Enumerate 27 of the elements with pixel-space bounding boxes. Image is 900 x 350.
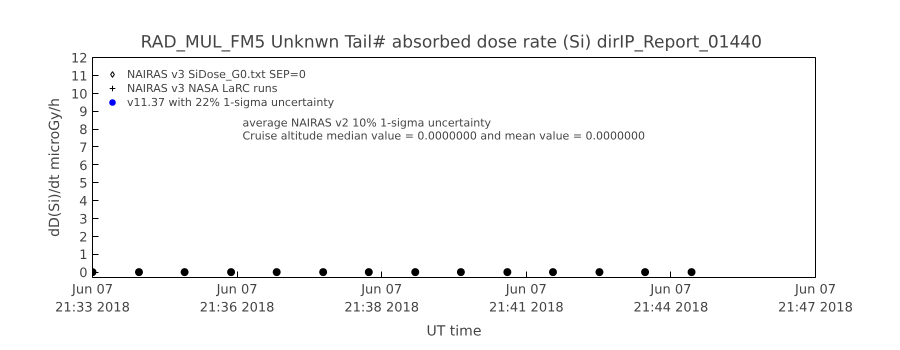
x-tick-label: Jun 07 21:44 2018 bbox=[634, 282, 708, 316]
x-axis-title: UT time bbox=[426, 324, 482, 340]
y-tick-label: 9 bbox=[79, 105, 88, 120]
y-tick-label: 5 bbox=[79, 176, 88, 192]
y-tick-label: 10 bbox=[70, 87, 88, 102]
annotation: Cruise altitude median value = 0.0000000 and mean value = 0.0000000 bbox=[242, 130, 646, 142]
y-tick-label: 2 bbox=[79, 230, 88, 246]
legend-label: NAIRAS v3 NASA LaRC runs bbox=[127, 81, 278, 95]
legend-label: v11.37 with 22% 1-sigma uncertainty bbox=[127, 95, 334, 109]
y-tick-label: 0 bbox=[79, 266, 88, 282]
y-tick-label: 1 bbox=[79, 248, 88, 264]
annotation: average NAIRAS v2 10% 1-sigma uncertainty bbox=[242, 116, 492, 130]
y-tick-label: 8 bbox=[79, 123, 88, 138]
y-tick-label: 12 bbox=[70, 52, 88, 66]
legend-label: NAIRAS v3 SiDose_G0.txt SEP=0 bbox=[127, 67, 306, 81]
y-tick-label: 11 bbox=[70, 69, 88, 84]
x-tick-label: Jun 07 21:38 2018 bbox=[344, 282, 420, 316]
x-tick-label: Jun 07 21:41 2018 bbox=[488, 282, 564, 316]
x-tick-label: Jun 07 21:47 2018 bbox=[778, 282, 853, 316]
x-tick-label: Jun 07 21:33 2018 bbox=[55, 282, 130, 316]
y-axis-title: dD(Si)/dt microGy/h bbox=[46, 98, 63, 237]
y-tick-label: 6 bbox=[79, 158, 88, 174]
y-tick-label: 4 bbox=[79, 194, 88, 210]
y-tick-label: 7 bbox=[79, 140, 88, 156]
x-tick-label: Jun 07 21:36 2018 bbox=[200, 282, 274, 316]
y-tick-label: 3 bbox=[79, 212, 88, 228]
chart-title: RAD_MUL_FM5 Unknwn Tail# absorbed dose rate (Si) dirIP_Report_01440 bbox=[140, 32, 762, 52]
